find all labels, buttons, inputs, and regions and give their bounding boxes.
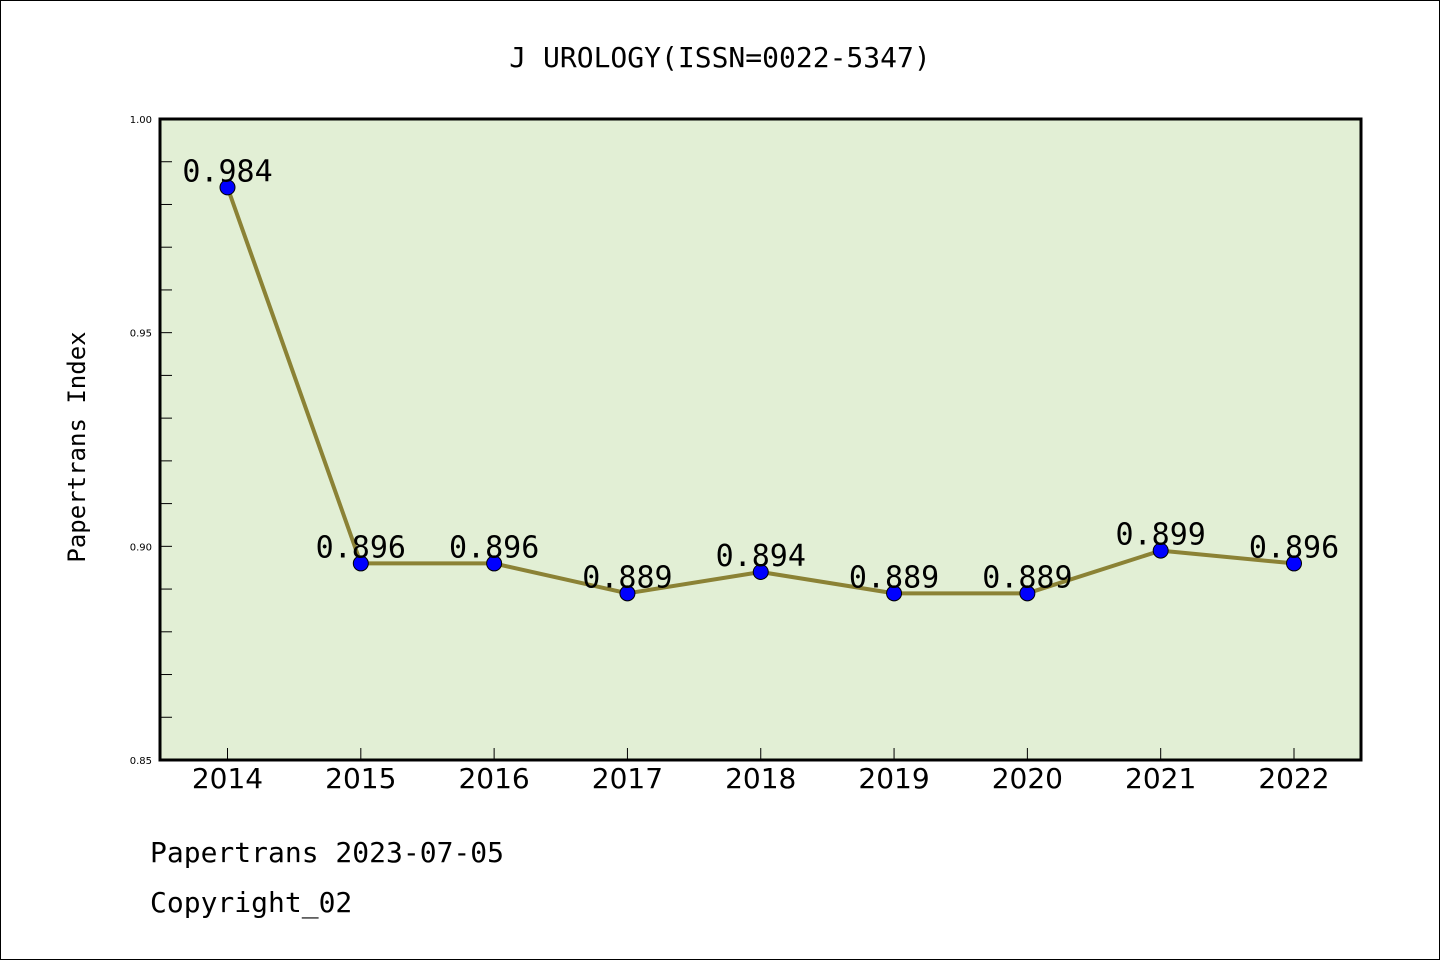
- x-tick-label: 2017: [592, 762, 663, 795]
- x-tick-label: 2018: [725, 762, 796, 795]
- x-tick-label: 2021: [1125, 762, 1196, 795]
- data-point: [352, 555, 369, 572]
- chart-title: J UROLOGY(ISSN=0022-5347): [509, 41, 930, 74]
- y-tick-label: 0.90: [130, 542, 152, 553]
- data-label: 0.894: [716, 539, 806, 574]
- y-tick-label: 0.85: [130, 756, 152, 767]
- data-label: 0.984: [182, 154, 272, 189]
- data-point: [486, 555, 503, 572]
- footer-date: Papertrans 2023-07-05: [150, 836, 505, 869]
- y-axis: 0.85 0.90 0.95 1.00: [130, 115, 172, 767]
- y-tick-label: 0.95: [130, 329, 152, 340]
- x-tick-label: 2022: [1258, 762, 1329, 795]
- data-label: 0.896: [449, 530, 539, 565]
- plot-area: [158, 117, 1363, 762]
- data-point: [886, 585, 903, 602]
- data-labels: 0.984 0.896 0.896 0.889 0.894 0.889 0.889 0.899…: [182, 154, 1339, 595]
- data-label: 0.889: [982, 560, 1072, 595]
- data-point: [219, 179, 236, 196]
- data-label: 0.889: [582, 560, 672, 595]
- x-tick-label: 2020: [992, 762, 1063, 795]
- footer-copyright: Copyright_02: [150, 886, 353, 919]
- data-label: 0.896: [316, 530, 406, 565]
- x-tick-label: 2015: [325, 762, 396, 795]
- y-tick-label: 1.00: [130, 115, 152, 126]
- data-label: 0.889: [849, 560, 939, 595]
- data-point: [1286, 555, 1302, 572]
- data-point: [619, 585, 636, 602]
- data-label: 0.899: [1116, 518, 1206, 553]
- data-point: [1019, 585, 1036, 602]
- x-axis: 2014 2015 2016 2017 2018 2019 2020 2021 2022: [192, 748, 1330, 795]
- data-label: 0.896: [1249, 530, 1339, 565]
- series-layer: [219, 179, 1302, 602]
- x-tick-label: 2016: [458, 762, 529, 795]
- y-axis-label: Papertrans Index: [63, 331, 91, 562]
- data-point: [1152, 542, 1169, 559]
- data-point: [752, 563, 769, 580]
- x-tick-label: 2014: [192, 762, 263, 795]
- x-tick-label: 2019: [858, 762, 929, 795]
